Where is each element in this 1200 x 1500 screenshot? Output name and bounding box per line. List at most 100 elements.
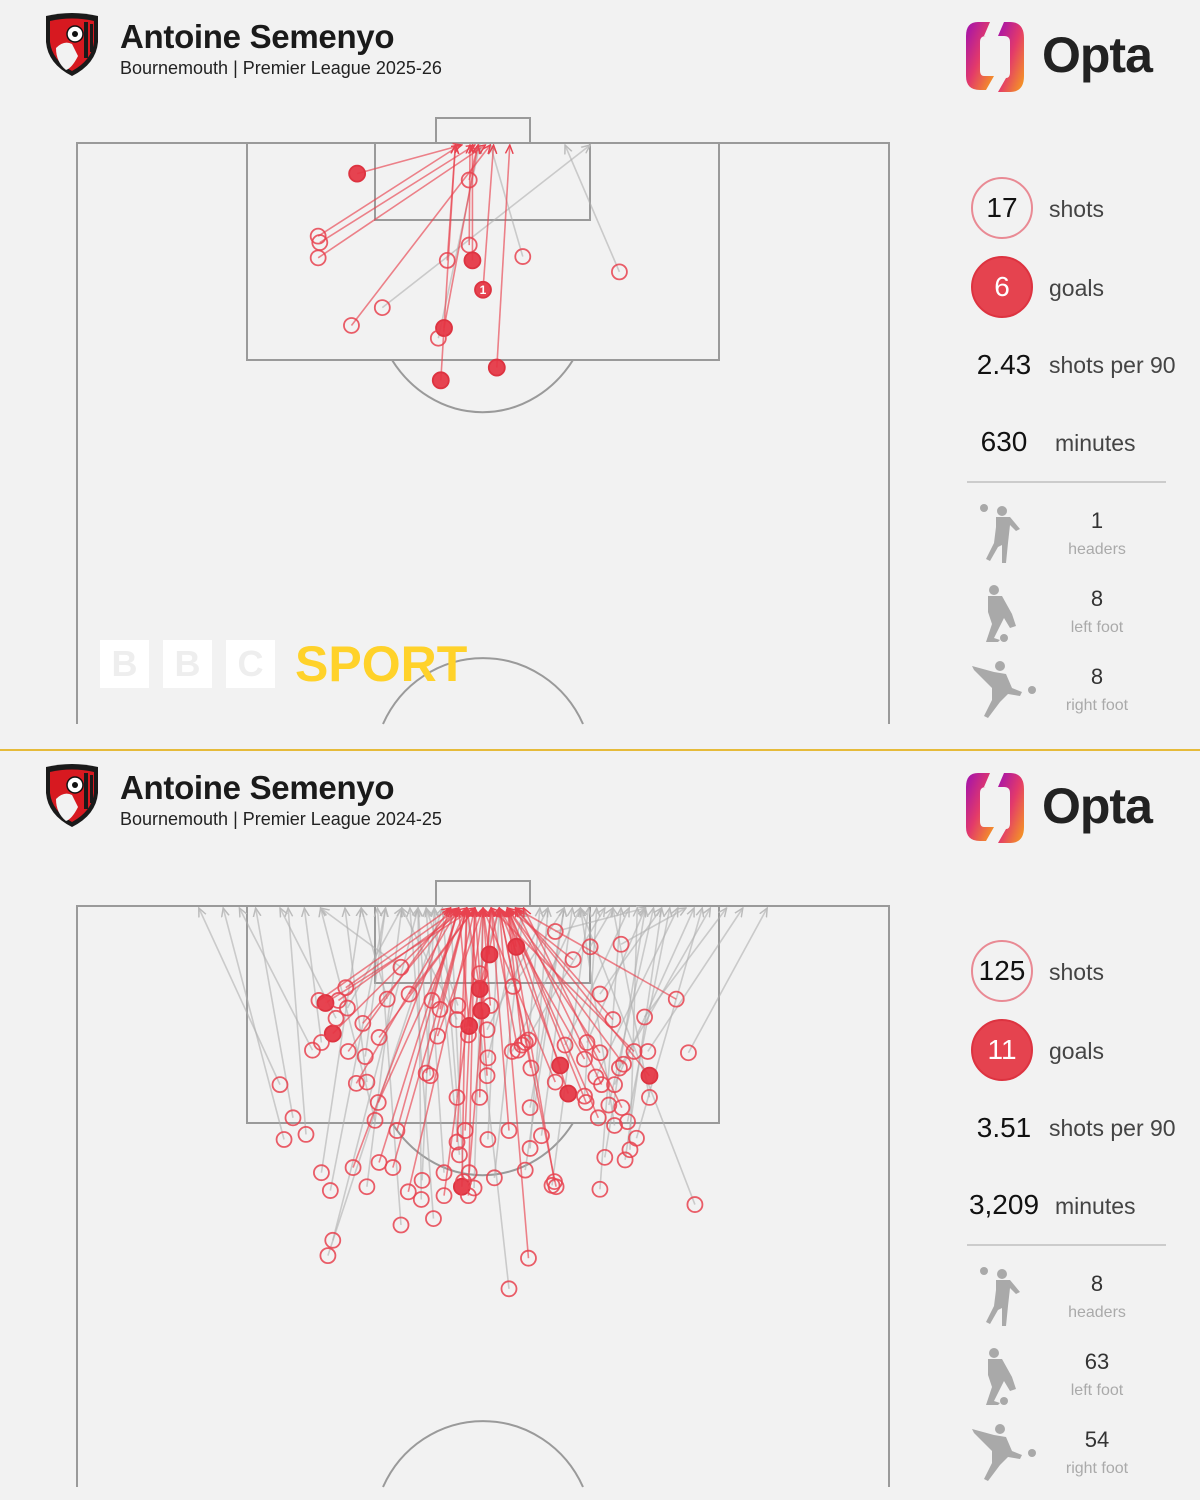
shot-trajectory-off-target <box>346 908 401 1009</box>
minutes-value: 3,209 <box>968 1189 1040 1220</box>
shot-trajectory-off-target <box>426 908 445 1173</box>
shot-trajectory-off-target <box>345 908 368 1083</box>
bbc-sport-watermark: B B C SPORT <box>100 636 467 692</box>
shot-marker <box>400 985 418 1003</box>
minutes-value: 630 <box>980 426 1028 457</box>
shot-marker <box>596 1148 614 1166</box>
shot-trajectory-off-target <box>629 908 637 1150</box>
goal-marker-label: 1 <box>480 283 487 297</box>
shot-marker <box>500 1280 518 1298</box>
goals-count-circle: 6 <box>971 256 1033 318</box>
shot-trajectory-on-target <box>319 145 475 244</box>
shot-marker <box>321 1182 339 1199</box>
shot-marker <box>378 990 396 1008</box>
shot-marker <box>392 1216 410 1234</box>
shot-marker <box>636 1008 653 1026</box>
shot-marker <box>310 992 328 1009</box>
shot-marker <box>615 1055 632 1073</box>
shot-trajectory-on-target <box>347 908 450 1052</box>
shot-marker <box>680 1044 697 1062</box>
shot-trajectory-on-target <box>377 908 467 1103</box>
shot-marker <box>429 329 447 347</box>
goal-marker <box>559 1084 578 1103</box>
shot-marker <box>344 1159 362 1176</box>
headers-label: headers <box>1068 1304 1126 1321</box>
shot-marker <box>313 1164 330 1182</box>
shot-trajectory-on-target <box>407 908 475 1193</box>
shot-marker <box>621 1141 639 1159</box>
goal-marker <box>472 1001 491 1020</box>
shot-trajectory-off-target <box>599 908 621 1190</box>
shot-marker <box>577 1094 595 1111</box>
shots-label: shots <box>1049 196 1104 222</box>
shot-trajectory-off-target <box>426 908 459 1006</box>
shot-trajectory-on-target <box>491 908 510 1131</box>
shot-marker <box>471 1088 489 1106</box>
shot-marker <box>366 1111 384 1129</box>
opta-wordmark: Opta <box>1042 778 1153 834</box>
shot-trajectory-on-target <box>507 908 601 1054</box>
shot-trajectory-on-target <box>483 908 557 1083</box>
left-foot-label: left foot <box>1070 1382 1124 1399</box>
shot-trajectory-off-target <box>608 908 654 1106</box>
shot-trajectory-on-target <box>355 908 458 1084</box>
shot-marker <box>448 1011 466 1028</box>
shot-trajectory-on-target <box>425 908 467 1074</box>
shot-marker <box>478 1021 496 1039</box>
shot-marker <box>429 1027 446 1045</box>
shot-trajectory-off-target <box>647 908 743 1052</box>
shot-marker <box>417 1064 435 1082</box>
shot-trajectory-on-target <box>317 145 460 237</box>
shot-marker <box>327 1009 345 1027</box>
shot-marker <box>611 263 628 281</box>
shot-trajectory-on-target <box>524 908 623 1108</box>
stats-divider <box>967 1244 1166 1246</box>
shot-trajectory-off-target <box>223 908 285 1140</box>
header-player-icon <box>980 1267 1020 1326</box>
shot-marker <box>297 1126 315 1143</box>
shots-count-circle: 125 <box>971 940 1033 1002</box>
shot-trajectory-on-target <box>318 908 451 1002</box>
right-foot-player-icon <box>972 1424 1036 1481</box>
shot-map-panel-2025-26: 1 Antoine Semenyo Bournemouth | Premier … <box>0 0 1200 749</box>
shot-marker <box>356 1048 374 1065</box>
shot-trajectory-off-target <box>366 908 402 1187</box>
player-name: Antoine Semenyo <box>120 18 395 55</box>
shot-marker <box>460 1164 478 1182</box>
shot-trajectory-on-target <box>496 145 510 368</box>
shots-per-90-label: shots per 90 <box>1049 1115 1176 1141</box>
shot-trajectory-on-target <box>443 145 478 329</box>
shots-count-circle: 17 <box>971 177 1033 239</box>
shot-trajectory-off-target <box>487 908 499 1140</box>
centre-circle-arc <box>382 1420 584 1488</box>
shot-marker <box>423 992 441 1009</box>
shot-marker <box>514 248 532 265</box>
shot-marker <box>392 958 410 976</box>
shot-marker <box>460 171 478 189</box>
shot-marker <box>591 1180 609 1198</box>
shot-trajectory-on-target <box>350 145 490 326</box>
shot-marker <box>611 1059 628 1077</box>
left-foot-value: 8 <box>1090 586 1104 611</box>
shot-marker <box>425 1210 442 1228</box>
shot-marker <box>478 1067 496 1085</box>
shot-trajectory-on-target <box>507 908 523 1046</box>
shot-marker <box>370 1029 388 1046</box>
shot-marker <box>576 1087 593 1105</box>
right-foot-label: right foot <box>1065 697 1129 714</box>
shot-trajectory-on-target <box>345 908 459 989</box>
goal-marker <box>435 319 453 337</box>
shot-trajectory-off-target <box>687 908 767 1054</box>
goal-marker <box>431 371 450 390</box>
six-yard-box <box>374 142 591 221</box>
shot-marker <box>313 1034 330 1051</box>
shot-marker <box>481 997 499 1014</box>
goal-marker <box>640 1066 659 1085</box>
shot-marker <box>606 1076 623 1094</box>
shot-marker <box>451 1146 468 1164</box>
shot-trajectory-off-target <box>381 145 590 309</box>
goal-marker <box>474 280 492 299</box>
shot-marker <box>338 999 356 1017</box>
shot-marker <box>412 1191 430 1208</box>
team-season-subtitle: Bournemouth | Premier League 2025-26 <box>120 58 442 78</box>
